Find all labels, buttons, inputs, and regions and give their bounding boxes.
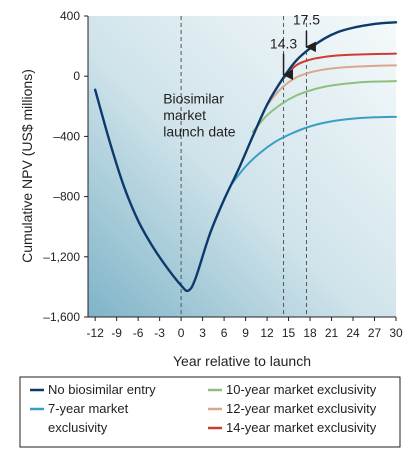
y-tick-label: 0: [73, 69, 80, 83]
x-tick-label: -3: [154, 326, 165, 340]
annotation-3: 14.3: [270, 35, 297, 51]
series-line-1: [230, 115, 397, 186]
x-tick-label: 3: [199, 326, 206, 340]
annotation-2: launch date: [163, 123, 236, 139]
y-tick-label: –1,200: [43, 250, 80, 264]
x-tick-label: 15: [282, 326, 296, 340]
y-tick-label: 400: [60, 9, 80, 23]
x-tick-label: 30: [389, 326, 403, 340]
legend-box: [19, 376, 401, 448]
plot-background: [88, 16, 396, 317]
x-tick-label: 18: [303, 326, 317, 340]
legend-label-0: No biosimilar entry: [48, 382, 156, 397]
annotation-1: market: [163, 107, 206, 123]
x-tick-label: 21: [325, 326, 339, 340]
x-tick-label: 9: [242, 326, 249, 340]
x-tick-label: 0: [178, 326, 185, 340]
series-layer: [93, 21, 398, 293]
series-line-2: [251, 80, 397, 133]
x-tick-label: 27: [368, 326, 382, 340]
series-line-4: [280, 52, 397, 82]
annotation-4: 17.5: [293, 11, 320, 27]
legend-label-3: 12-year market exclusivity: [226, 401, 377, 416]
y-tick-label: –1,600: [43, 310, 80, 324]
x-tick-label: 24: [346, 326, 360, 340]
series-line-3: [266, 64, 397, 106]
y-axis-title: Cumulative NPV (US$ millions): [19, 69, 35, 263]
legend-label-4: 14-year market exclusivity: [226, 420, 377, 435]
x-tick-label: 6: [221, 326, 228, 340]
y-tick-label: –400: [53, 129, 80, 143]
x-axis-title: Year relative to launch: [173, 353, 311, 369]
x-tick-label: -9: [111, 326, 122, 340]
x-tick-label: 12: [260, 326, 274, 340]
legend-label-2: 10-year market exclusivity: [226, 382, 377, 397]
x-tick-label: -12: [86, 326, 104, 340]
legend: No biosimilar entry 7-year market exclusiv…: [19, 376, 401, 448]
y-tick-label: –800: [53, 190, 80, 204]
legend-label-1: exclusivity: [48, 420, 108, 435]
x-tick-label: -6: [133, 326, 144, 340]
legend-label-1: 7-year market: [48, 401, 129, 416]
annotation-0: Biosimilar: [163, 90, 224, 106]
series-line-0: [93, 21, 398, 293]
